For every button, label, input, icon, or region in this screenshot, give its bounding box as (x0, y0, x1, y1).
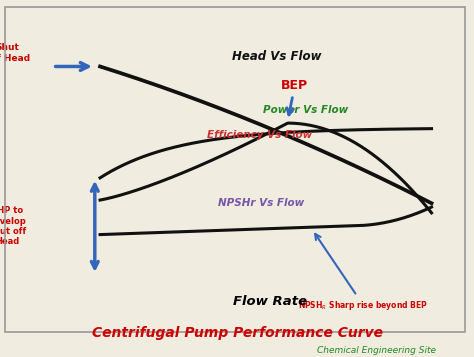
Text: Power Vs Flow: Power Vs Flow (263, 105, 348, 115)
Text: Flow Rate: Flow Rate (233, 296, 307, 308)
Text: Shut
Off Head: Shut Off Head (0, 44, 30, 63)
Text: Centrifugal Pump Performance Curve: Centrifugal Pump Performance Curve (91, 326, 383, 340)
Text: Efficiency Vs Flow: Efficiency Vs Flow (207, 130, 312, 140)
Text: NPSH$_R$ Sharp rise beyond BEP: NPSH$_R$ Sharp rise beyond BEP (298, 234, 428, 312)
Text: Chemical Engineering Site: Chemical Engineering Site (317, 346, 436, 356)
Text: NPSHr Vs Flow: NPSHr Vs Flow (218, 198, 304, 208)
Text: BEP: BEP (281, 79, 308, 115)
Text: BHP to
develop
Shut off
Head: BHP to develop Shut off Head (0, 206, 26, 246)
Text: Head Vs Flow: Head Vs Flow (232, 50, 322, 63)
